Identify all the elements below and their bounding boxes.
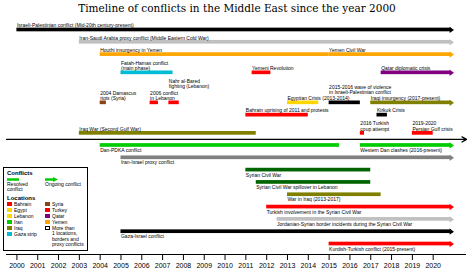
svg-text:Yemeni Revolution: Yemeni Revolution bbox=[252, 65, 294, 71]
svg-text:Iran-Saudi Arabia proxy confli: Iran-Saudi Arabia proxy conflict (Middle… bbox=[79, 34, 209, 40]
svg-text:War in Iraq (2013-2017): War in Iraq (2013-2017) bbox=[287, 196, 340, 202]
svg-text:Nahr al-Baredfighting (Lebanon: Nahr al-Baredfighting (Lebanon) bbox=[169, 77, 210, 89]
svg-text:2014: 2014 bbox=[301, 262, 317, 268]
svg-text:2006: 2006 bbox=[134, 262, 150, 268]
svg-text:2005: 2005 bbox=[113, 262, 129, 268]
svg-text:2019: 2019 bbox=[405, 262, 421, 268]
html-text:Ongoing conflict: Ongoing conflict bbox=[45, 180, 81, 187]
svg-text:Iran-Israel proxy conflict: Iran-Israel proxy conflict bbox=[121, 159, 175, 165]
html-text:Iran: Iran bbox=[14, 218, 23, 225]
svg-text:Syrian Civil War: Syrian Civil War bbox=[246, 171, 282, 177]
html-text:Gaza strip: Gaza strip bbox=[14, 230, 37, 237]
svg-text:2006 conflictin Lebanon: 2006 conflictin Lebanon bbox=[150, 89, 179, 101]
html-text:Turkey: Turkey bbox=[52, 206, 68, 213]
svg-text:2019-2020Persian Gulf crisis: 2019-2020Persian Gulf crisis bbox=[412, 120, 453, 132]
svg-text:Jordanian-Syrian border incide: Jordanian-Syrian border incidents during… bbox=[277, 221, 412, 227]
html-text:Iraq: Iraq bbox=[14, 224, 23, 231]
svg-text:Iraqi insurgency (2017-present: Iraqi insurgency (2017-present) bbox=[371, 95, 441, 101]
svg-text:Turkish involvement in the Syr: Turkish involvement in the Syrian Civil … bbox=[267, 208, 362, 214]
svg-text:Fatah-Hamas conflict(main phas: Fatah-Hamas conflict(main phase) bbox=[121, 59, 169, 71]
html-text:Bahrain: Bahrain bbox=[14, 200, 32, 207]
svg-text:2000: 2000 bbox=[9, 262, 25, 268]
html-text:Conflicts: Conflicts bbox=[7, 169, 33, 176]
svg-text:2001: 2001 bbox=[30, 262, 46, 268]
svg-text:2003: 2003 bbox=[72, 262, 88, 268]
svg-text:2020: 2020 bbox=[425, 262, 441, 268]
svg-text:Qatar diplomatic crisis: Qatar diplomatic crisis bbox=[381, 65, 431, 71]
html-text:Qatar: Qatar bbox=[52, 212, 65, 219]
html-text:Locations: Locations bbox=[7, 194, 36, 201]
svg-text:2004 Damascusriots (Syria): 2004 Damascusriots (Syria) bbox=[100, 89, 137, 101]
html-text:Timeline of conflicts in the M: Timeline of conflicts in the Middle East… bbox=[78, 2, 396, 14]
svg-text:2016: 2016 bbox=[342, 262, 358, 268]
svg-text:Egyptian Crisis (2013-2014): Egyptian Crisis (2013-2014) bbox=[287, 95, 349, 101]
svg-text:Bahrain uprising of 2011 and p: Bahrain uprising of 2011 and protests bbox=[246, 107, 329, 113]
svg-text:2013: 2013 bbox=[280, 262, 296, 268]
html-text:More than 1 locations, borders: More than 1 locations, borders and proxy… bbox=[52, 224, 84, 248]
svg-text:2002: 2002 bbox=[51, 262, 67, 268]
html-text:Syria: Syria bbox=[52, 200, 64, 207]
svg-text:2017: 2017 bbox=[363, 262, 379, 268]
svg-text:2009: 2009 bbox=[196, 262, 212, 268]
svg-text:2004: 2004 bbox=[92, 262, 108, 268]
svg-text:Houthi insurgency in Yemen: Houthi insurgency in Yemen bbox=[100, 47, 162, 53]
svg-text:2016 Turkishcoup attempt: 2016 Turkishcoup attempt bbox=[360, 120, 390, 132]
svg-text:Israeli-Palestinian conflict (: Israeli-Palestinian conflict (Mid-20th c… bbox=[17, 22, 134, 28]
html-text:Resolved conflict: Resolved conflict bbox=[7, 180, 28, 193]
svg-text:2015: 2015 bbox=[321, 262, 337, 268]
html-text:Egypt: Egypt bbox=[14, 206, 27, 213]
svg-text:2018: 2018 bbox=[384, 262, 400, 268]
svg-text:Dan-PDKA conflict: Dan-PDKA conflict bbox=[100, 147, 142, 153]
svg-text:Iraq War (Second Gulf War): Iraq War (Second Gulf War) bbox=[79, 125, 141, 131]
svg-text:2011: 2011 bbox=[238, 262, 253, 268]
svg-text:Kirkuk Crisis: Kirkuk Crisis bbox=[377, 107, 405, 113]
html-text:Lebanon: Lebanon bbox=[14, 212, 34, 219]
svg-text:Yemen Civil War: Yemen Civil War bbox=[329, 47, 366, 53]
svg-text:Western Dan clashes (2016-pres: Western Dan clashes (2016-present) bbox=[360, 147, 442, 153]
html-text:Yemen: Yemen bbox=[52, 218, 68, 225]
svg-text:2008: 2008 bbox=[176, 262, 192, 268]
svg-text:2015-2016 wave of violencein I: 2015-2016 wave of violencein Israeli-Pal… bbox=[329, 83, 391, 95]
svg-text:Syrian Civil War spillover in: Syrian Civil War spillover in Lebanon bbox=[256, 184, 337, 190]
svg-text:2012: 2012 bbox=[259, 262, 275, 268]
svg-text:Kurdish-Turkish conflict (2015: Kurdish-Turkish conflict (2015-present) bbox=[329, 245, 415, 251]
svg-text:2010: 2010 bbox=[217, 262, 233, 268]
svg-text:2007: 2007 bbox=[155, 262, 171, 268]
svg-text:Gaza-Israel conflict: Gaza-Israel conflict bbox=[121, 233, 164, 239]
